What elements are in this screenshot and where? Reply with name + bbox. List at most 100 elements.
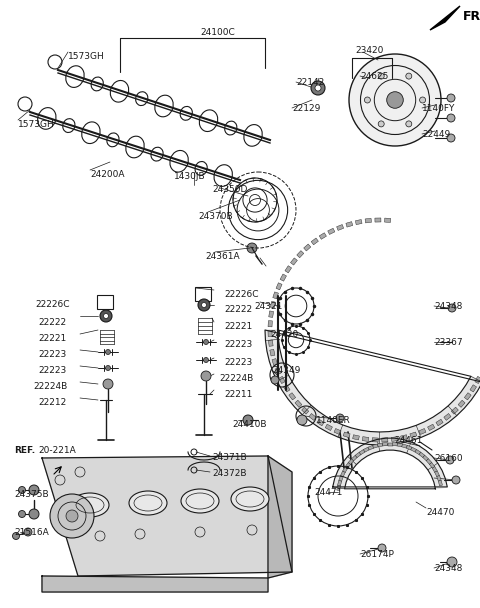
- Text: 22223: 22223: [38, 366, 66, 375]
- Circle shape: [447, 134, 455, 142]
- Bar: [273, 292, 278, 299]
- Circle shape: [19, 511, 25, 517]
- Text: 22129: 22129: [292, 104, 320, 113]
- Bar: [268, 320, 272, 327]
- Bar: [270, 350, 275, 356]
- Bar: [355, 219, 362, 224]
- Circle shape: [447, 557, 457, 567]
- Text: 22211: 22211: [224, 390, 252, 399]
- Circle shape: [311, 81, 325, 95]
- Circle shape: [24, 528, 32, 536]
- Bar: [458, 400, 465, 407]
- Bar: [363, 447, 369, 452]
- Circle shape: [378, 544, 386, 552]
- Circle shape: [204, 358, 208, 362]
- Bar: [269, 311, 274, 317]
- Bar: [451, 407, 458, 414]
- Ellipse shape: [129, 491, 167, 515]
- Polygon shape: [42, 576, 268, 592]
- Circle shape: [446, 456, 454, 464]
- Text: REF.: REF.: [14, 446, 35, 455]
- Circle shape: [104, 314, 108, 319]
- Bar: [411, 447, 417, 452]
- Bar: [419, 429, 426, 435]
- Bar: [284, 385, 290, 392]
- Text: 24348: 24348: [434, 564, 462, 573]
- Text: 21516A: 21516A: [14, 528, 49, 537]
- Bar: [346, 221, 353, 227]
- Bar: [301, 407, 309, 414]
- Text: 22226C: 22226C: [224, 290, 259, 299]
- Bar: [372, 438, 378, 442]
- Bar: [345, 463, 350, 468]
- Bar: [325, 424, 333, 430]
- Circle shape: [406, 121, 412, 127]
- Text: 24410B: 24410B: [232, 420, 266, 429]
- Bar: [270, 302, 276, 308]
- Text: 22223: 22223: [224, 358, 252, 367]
- Bar: [401, 435, 408, 440]
- Bar: [423, 455, 429, 461]
- Text: 22221: 22221: [38, 334, 66, 343]
- Circle shape: [271, 376, 279, 384]
- Bar: [387, 443, 393, 446]
- Bar: [464, 393, 471, 400]
- Circle shape: [315, 85, 321, 91]
- Text: 24461: 24461: [394, 436, 422, 445]
- Bar: [289, 393, 296, 400]
- Bar: [276, 283, 282, 290]
- Text: 24100C: 24100C: [200, 28, 235, 37]
- Text: 1573GH: 1573GH: [18, 120, 55, 129]
- Circle shape: [378, 73, 384, 79]
- Bar: [391, 437, 398, 441]
- Text: 24348: 24348: [434, 302, 462, 311]
- Bar: [309, 413, 316, 420]
- Text: 26174P: 26174P: [360, 550, 394, 559]
- Bar: [280, 274, 287, 282]
- Bar: [397, 443, 403, 447]
- Bar: [317, 419, 324, 426]
- Circle shape: [100, 310, 112, 322]
- Circle shape: [447, 94, 455, 102]
- Text: 22223: 22223: [38, 350, 66, 359]
- Circle shape: [447, 114, 455, 122]
- Bar: [365, 218, 372, 223]
- Text: 24371B: 24371B: [212, 453, 247, 462]
- Bar: [340, 471, 346, 477]
- Bar: [295, 400, 302, 407]
- Bar: [337, 485, 340, 491]
- Text: 1140FY: 1140FY: [422, 104, 456, 113]
- Text: 22222: 22222: [224, 305, 252, 314]
- Text: 24471: 24471: [314, 488, 342, 497]
- Bar: [268, 330, 272, 336]
- Bar: [383, 443, 388, 446]
- Circle shape: [406, 73, 412, 79]
- Ellipse shape: [71, 493, 109, 517]
- Bar: [351, 455, 357, 461]
- Ellipse shape: [181, 489, 219, 513]
- Text: 23420: 23420: [355, 46, 384, 55]
- Text: 22221: 22221: [224, 322, 252, 331]
- Text: 22224B: 22224B: [33, 382, 67, 391]
- Bar: [410, 432, 417, 438]
- Bar: [415, 449, 421, 455]
- Circle shape: [297, 415, 307, 425]
- Circle shape: [448, 304, 456, 312]
- Bar: [402, 444, 408, 448]
- Text: 22212: 22212: [38, 398, 66, 407]
- Bar: [428, 424, 435, 430]
- Bar: [297, 250, 304, 258]
- Bar: [268, 340, 273, 347]
- Circle shape: [452, 476, 460, 484]
- Bar: [436, 419, 443, 426]
- Circle shape: [420, 97, 426, 103]
- Bar: [311, 238, 318, 245]
- Polygon shape: [430, 6, 460, 30]
- Bar: [368, 445, 374, 450]
- Text: 24375B: 24375B: [14, 490, 48, 499]
- Text: 20-221A: 20-221A: [38, 446, 76, 455]
- Bar: [336, 224, 344, 230]
- Text: 24420: 24420: [270, 330, 298, 339]
- Circle shape: [50, 494, 94, 538]
- Bar: [290, 258, 298, 265]
